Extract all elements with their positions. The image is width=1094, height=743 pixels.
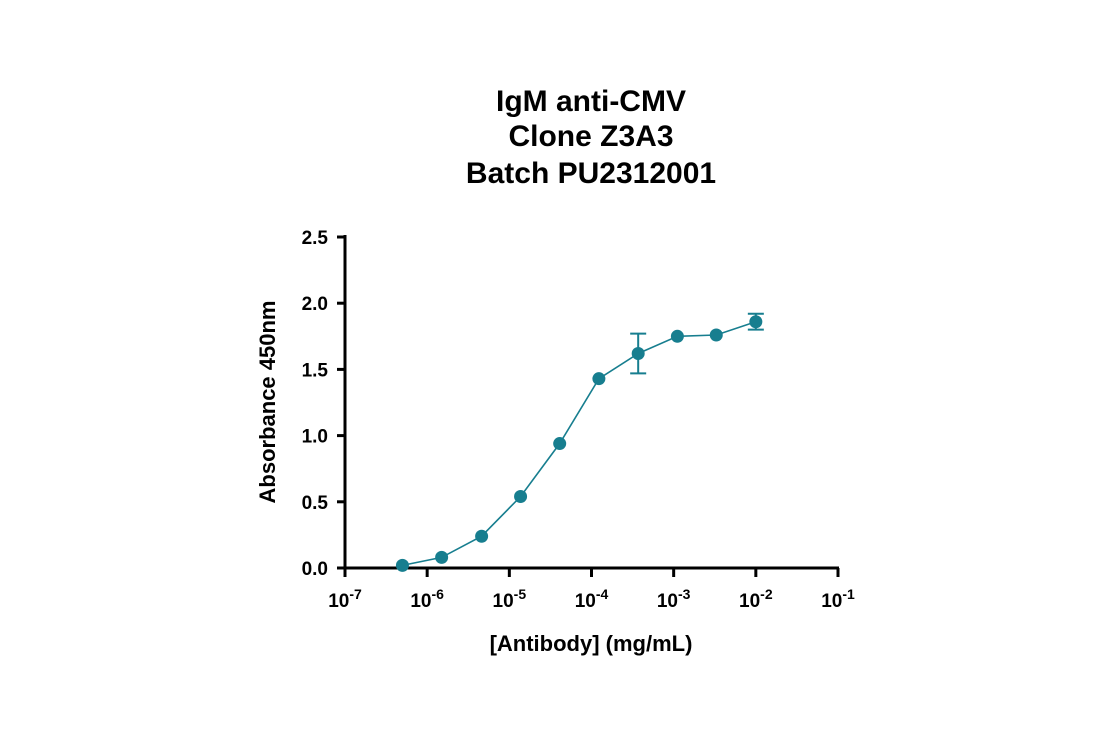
x-tick-label: 10-2: [739, 586, 773, 612]
data-point: [435, 550, 449, 564]
data-point: [670, 329, 684, 343]
data-point: [514, 490, 528, 504]
y-tick-label: 0.0: [302, 559, 328, 580]
y-tick-label: 1.5: [302, 360, 329, 381]
title-line-1: IgM anti-CMV: [496, 85, 686, 118]
title-line-3: Batch PU2312001: [466, 157, 716, 190]
x-tick-label: 10-5: [493, 586, 527, 612]
x-axis-label: [Antibody] (mg/mL): [490, 631, 693, 656]
x-tick-label: 10-7: [328, 586, 362, 612]
y-tick-label: 2.5: [302, 228, 329, 249]
data-point: [631, 347, 645, 361]
data-point: [709, 328, 723, 342]
y-axis-label: Absorbance 450nm: [255, 301, 280, 504]
data-point: [553, 437, 567, 451]
y-tick-label: 2.0: [302, 294, 328, 315]
y-tick-label: 1.0: [302, 427, 328, 448]
x-tick-label: 10-4: [575, 586, 609, 612]
data-point: [592, 372, 606, 386]
y-ticks: 0.0 0.5 1.0 1.5 2.0 2.5: [302, 228, 345, 580]
title-line-2: Clone Z3A3: [508, 120, 673, 153]
x-tick-label: 10-3: [657, 586, 691, 612]
chart-title: IgM anti-CMV Clone Z3A3 Batch PU2312001: [466, 85, 716, 190]
x-tick-label: 10-6: [410, 586, 444, 612]
data-point: [395, 558, 409, 572]
data-point: [475, 529, 489, 543]
series-line: [402, 320, 757, 567]
x-tick-label: 10-1: [821, 586, 855, 612]
x-ticks: 10-7 10-6 10-5 10-4 10-3 10-2 10-1: [328, 568, 855, 612]
plot-marks: [395, 312, 764, 572]
y-tick-label: 0.5: [302, 493, 329, 514]
data-point: [749, 315, 763, 329]
